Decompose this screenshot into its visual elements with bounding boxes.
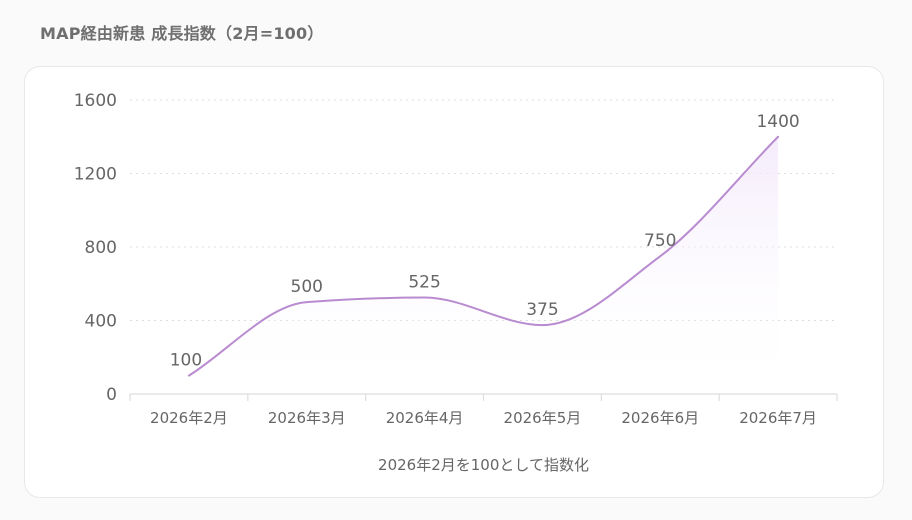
x-tick-label-4: 2026年6月 (621, 409, 699, 427)
x-tick-label-3: 2026年5月 (504, 409, 582, 427)
x-tick-label-5: 2026年7月 (739, 409, 817, 427)
y-tick-label-4: 1600 (74, 91, 117, 111)
x-tick-label-0: 2026年2月 (150, 409, 228, 427)
x-axis-title: 2026年2月を100として指数化 (378, 456, 589, 474)
data-label-0: 100 (170, 351, 202, 371)
data-labels: 100 500 525 375 750 1400 (170, 112, 800, 371)
data-label-2: 525 (408, 273, 440, 293)
series-line (187, 135, 780, 377)
y-axis-tick-labels: 0 400 800 1200 1600 (74, 91, 117, 405)
y-tick-label-1: 400 (85, 312, 117, 332)
data-label-4: 750 (644, 231, 676, 251)
y-tick-label-3: 1200 (74, 165, 117, 185)
x-axis (129, 393, 838, 401)
y-tick-label-2: 800 (85, 238, 117, 258)
y-tick-label-0: 0 (106, 385, 117, 405)
area-fill-layer (188, 136, 779, 394)
x-axis-tick-labels: 2026年2月 2026年3月 2026年4月 2026年5月 2026年6月 2026年… (150, 409, 817, 427)
x-tick-label-2: 2026年4月 (386, 409, 464, 427)
data-label-5: 1400 (756, 112, 799, 132)
series-line-layer (187, 135, 780, 377)
data-label-3: 375 (526, 300, 558, 320)
data-label-1: 500 (291, 277, 323, 297)
series-area (188, 136, 779, 394)
page-title: MAP経由新患 成長指数（2月=100） (40, 24, 324, 43)
x-tick-label-1: 2026年3月 (268, 409, 346, 427)
